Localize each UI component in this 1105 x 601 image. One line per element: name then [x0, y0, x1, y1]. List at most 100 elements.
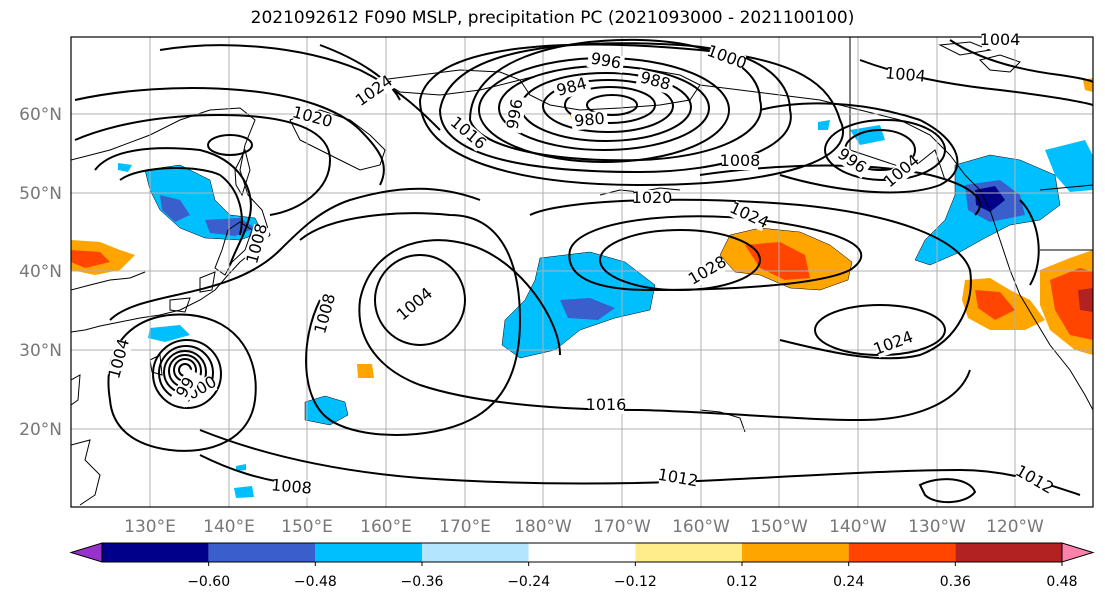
longitude-label: 120°W	[986, 517, 1044, 537]
colorbar-extend-low	[69, 542, 103, 563]
isobar-label: 1004	[980, 30, 1021, 49]
precip-area	[1078, 288, 1093, 312]
isobar	[159, 44, 441, 131]
isobar-label-bg	[292, 104, 332, 131]
isobar	[319, 44, 401, 101]
coastline	[938, 41, 992, 56]
isobar	[119, 167, 243, 236]
isobar-label-bg	[106, 339, 133, 379]
precip-area	[234, 486, 254, 498]
latitude-label: 20°N	[19, 420, 62, 440]
isobar	[568, 215, 863, 292]
isobar-label-bg	[354, 74, 395, 109]
colorbar-segment	[422, 543, 529, 562]
isobar	[824, 119, 946, 181]
isobar-label-bg	[728, 200, 769, 232]
isobar	[109, 187, 481, 321]
isobar	[438, 42, 792, 174]
isobar-label: 1004	[884, 63, 926, 85]
colorbar-segment	[208, 543, 316, 562]
longitude-label: 160°E	[360, 517, 412, 537]
precip-area	[357, 364, 374, 378]
coastline	[964, 174, 1093, 411]
precip-area	[1045, 140, 1093, 192]
isobar-label: 1008	[720, 151, 761, 170]
isobar-label-bg	[635, 68, 675, 95]
isobar	[949, 39, 1093, 83]
map-border	[70, 36, 1094, 508]
coastline	[1039, 184, 1093, 191]
precip-area	[975, 290, 1015, 320]
isobar-label-bg	[722, 153, 758, 170]
isobar-label-bg	[873, 329, 914, 358]
precip-area	[560, 298, 615, 320]
colorbar-segment	[955, 543, 1062, 562]
isobar-label-bg	[706, 43, 747, 72]
precip-area	[160, 195, 190, 222]
isobar	[299, 212, 522, 436]
isobar	[468, 38, 763, 162]
isobar	[418, 43, 844, 187]
colorbar-segment	[742, 543, 849, 562]
coastline	[699, 84, 966, 176]
longitude-label: 170°E	[439, 517, 491, 537]
coastline	[289, 109, 386, 171]
isobar-label-bg	[448, 115, 488, 152]
longitude-label: 130°W	[908, 517, 966, 537]
latitude-label: 50°N	[19, 184, 62, 204]
isobar	[374, 254, 466, 346]
coastline	[199, 271, 216, 293]
isobar-label-bg	[687, 254, 728, 288]
longitude-label: 140°W	[829, 517, 887, 537]
colorbar-segment	[528, 543, 636, 562]
isobar-label-bg	[570, 110, 609, 131]
isobar	[74, 87, 385, 186]
longitude-label: 130°E	[124, 517, 176, 537]
isobar-label: 980	[573, 109, 605, 131]
colorbar-tick-label: 0.24	[833, 574, 864, 590]
isobar-label-bg	[1014, 463, 1055, 497]
colorbar-tick-label: −0.48	[294, 574, 337, 590]
coastline	[71, 374, 81, 406]
colorbar-segment	[315, 543, 422, 562]
isobar-label-bg	[588, 397, 624, 414]
map-title: 2021092612 F090 MSLP, precipitation PC (…	[250, 8, 855, 28]
latitude-label: 30°N	[19, 341, 62, 361]
longitude-label: 150°W	[750, 517, 808, 537]
colorbar-segment	[635, 543, 742, 562]
isobar-label: 1008	[270, 475, 312, 497]
isobar-label-bg	[634, 190, 670, 207]
isobar	[918, 478, 977, 504]
longitude-label: 150°E	[281, 517, 333, 537]
isobar-label-bg	[395, 286, 435, 323]
longitude-label: 160°W	[672, 517, 730, 537]
isobar	[107, 313, 257, 452]
colorbar-tick-label: −0.60	[187, 574, 230, 590]
longitude-label: 170°W	[593, 517, 651, 537]
precip-area	[236, 464, 246, 471]
isobar-label-bg	[586, 50, 625, 74]
isobar-label: 1020	[632, 188, 673, 207]
colorbar-frame	[101, 542, 1063, 563]
isobar	[1019, 199, 1040, 286]
isobar	[586, 94, 638, 116]
isobar-label-bg	[312, 294, 339, 334]
isobar-label-bg	[882, 153, 922, 190]
longitude-labels: 130°E 140°E 150°E 160°E 170°E 180°W 170°W 160°W…	[124, 517, 1044, 537]
isobar-label-bg	[886, 65, 925, 86]
precip-area	[118, 163, 132, 172]
colorbar-tick-label: −0.24	[507, 574, 550, 590]
colorbar-segment	[848, 543, 956, 562]
isobar-label-bg	[504, 95, 528, 134]
isobar	[94, 147, 252, 266]
colorbar-tick-label: 0.36	[940, 574, 971, 590]
isobar-label-bg	[169, 367, 203, 408]
isobar-label-bg	[244, 224, 271, 264]
isobars	[74, 38, 1093, 504]
isobar-label-bg	[982, 32, 1018, 49]
isobar-label-bg	[272, 477, 311, 498]
precip-area	[71, 250, 110, 268]
colorbar-tick-label: 0.48	[1046, 574, 1077, 590]
isobar	[207, 134, 253, 156]
